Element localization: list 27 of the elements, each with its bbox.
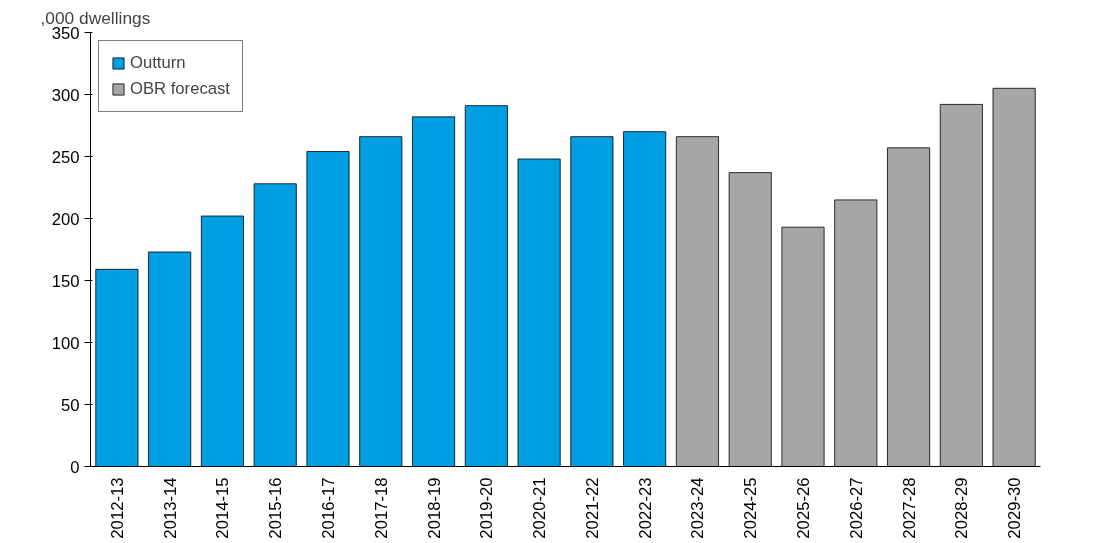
x-tick-label: 2018-19 [424,477,444,539]
x-tick-label: 2013-14 [160,477,180,539]
x-tick-label: 2012-13 [107,477,127,539]
y-tick-label: 300 [51,85,80,105]
x-tick-label: 2015-16 [266,477,286,539]
x-tick-label: 2023-24 [688,477,708,539]
x-tick-label: 2025-26 [794,477,813,539]
x-tick-label: 2028-29 [952,477,972,539]
y-tick-label: 50 [60,395,80,415]
x-tick-label: 2021-22 [582,477,602,539]
x-tick-label: 2017-18 [371,477,391,539]
x-tick-label: 2022-23 [635,477,655,539]
y-tick-label: 200 [51,209,80,229]
legend-label: Outturn [130,53,186,73]
x-tick-label: 2026-27 [846,477,866,539]
y-tick-label: 150 [51,271,80,291]
x-tick-label: 2024-25 [741,477,761,539]
x-tick-label: 2029-30 [1005,477,1025,539]
x-tick-label: 2019-20 [477,477,497,539]
x-tick-label: 2016-17 [319,477,338,539]
y-tick-label: 100 [51,333,80,353]
x-tick-label: 2027-28 [899,477,919,539]
y-tick-label: 250 [51,147,80,167]
y-tick-label: 0 [70,457,80,477]
x-tick-label: 2014-15 [213,477,233,539]
x-tick-label: 2020-21 [530,477,550,539]
legend-label: OBR forecast [130,79,230,99]
